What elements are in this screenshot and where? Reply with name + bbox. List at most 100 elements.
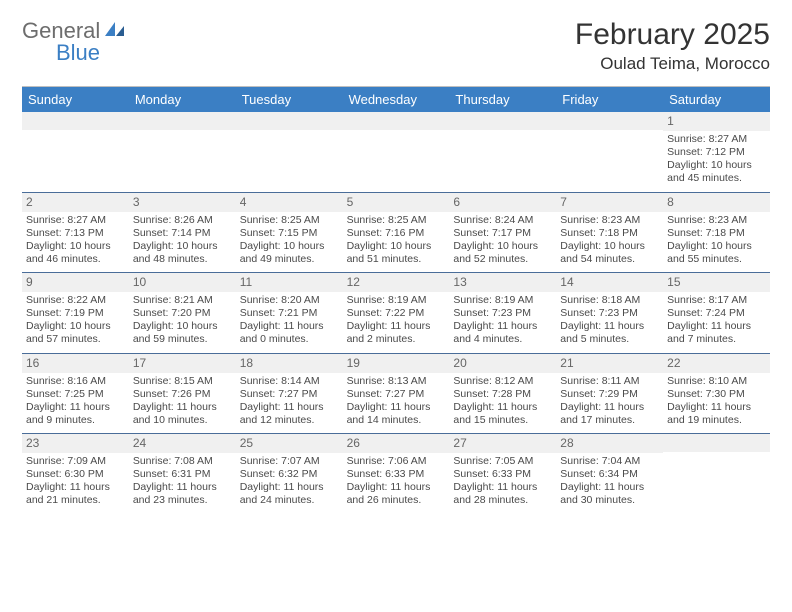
- day-number: 16: [22, 354, 129, 373]
- day-number: 23: [22, 434, 129, 453]
- sunrise-text: Sunrise: 8:19 AM: [347, 294, 446, 307]
- sunset-text: Sunset: 7:19 PM: [26, 307, 125, 320]
- calendar-day: 15Sunrise: 8:17 AMSunset: 7:24 PMDayligh…: [663, 273, 770, 353]
- daylight-text: Daylight: 11 hours and 14 minutes.: [347, 401, 446, 427]
- daylight-text: Daylight: 11 hours and 7 minutes.: [667, 320, 766, 346]
- calendar-day: 24 Sunrise: 7:08 AMSunset: 6:31 PMDayligh…: [129, 434, 236, 514]
- sunrise-text: Sunrise: 7:09 AM: [26, 455, 125, 468]
- calendar-day: 7Sunrise: 8:23 AMSunset: 7:18 PMDaylight…: [556, 193, 663, 273]
- daylight-text: Daylight: 11 hours and 30 minutes.: [560, 481, 659, 507]
- calendar-day: 14Sunrise: 8:18 AMSunset: 7:23 PMDayligh…: [556, 273, 663, 353]
- sunrise-text: Sunrise: 7:08 AM: [133, 455, 232, 468]
- sunrise-text: Sunrise: 7:07 AM: [240, 455, 339, 468]
- calendar-week: 9Sunrise: 8:22 AMSunset: 7:19 PMDaylight…: [22, 272, 770, 353]
- day-number: [22, 112, 129, 130]
- sunset-text: Sunset: 7:27 PM: [240, 388, 339, 401]
- calendar-day: 28 Sunrise: 7:04 AMSunset: 6:34 PMDayligh…: [556, 434, 663, 514]
- calendar-day: 23Sunrise: 7:09 AMSunset: 6:30 PMDayligh…: [22, 434, 129, 514]
- sunset-text: Sunset: 7:25 PM: [26, 388, 125, 401]
- sunrise-text: Sunrise: 8:25 AM: [240, 214, 339, 227]
- calendar-day: 1Sunrise: 8:27 AMSunset: 7:12 PMDaylight…: [663, 112, 770, 192]
- calendar-day: 2Sunrise: 8:27 AMSunset: 7:13 PMDaylight…: [22, 193, 129, 273]
- sunrise-text: Sunrise: 8:18 AM: [560, 294, 659, 307]
- title-block: February 2025 Oulad Teima, Morocco: [575, 18, 770, 74]
- day-number: 2: [22, 193, 129, 212]
- day-number: 24: [129, 434, 236, 453]
- sunrise-text: Sunrise: 8:19 AM: [453, 294, 552, 307]
- calendar-day: [663, 434, 770, 514]
- sunset-text: Sunset: 6:34 PM: [560, 468, 659, 481]
- day-number: 20: [449, 354, 556, 373]
- sunset-text: Sunset: 6:32 PM: [240, 468, 339, 481]
- calendar-day: 4Sunrise: 8:25 AMSunset: 7:15 PMDaylight…: [236, 193, 343, 273]
- day-number: 6: [449, 193, 556, 212]
- day-number: 11: [236, 273, 343, 292]
- day-number: 10: [129, 273, 236, 292]
- daylight-text: Daylight: 11 hours and 28 minutes.: [453, 481, 552, 507]
- day-number: 21: [556, 354, 663, 373]
- calendar-body: 1Sunrise: 8:27 AMSunset: 7:12 PMDaylight…: [22, 112, 770, 514]
- sunset-text: Sunset: 7:29 PM: [560, 388, 659, 401]
- logo-sail-icon: [104, 20, 126, 43]
- calendar-day: 26Sunrise: 7:06 AMSunset: 6:33 PMDayligh…: [343, 434, 450, 514]
- sunrise-text: Sunrise: 8:11 AM: [560, 375, 659, 388]
- sunset-text: Sunset: 6:30 PM: [26, 468, 125, 481]
- calendar-day: 17Sunrise: 8:15 AMSunset: 7:26 PMDayligh…: [129, 354, 236, 434]
- logo-text-blue: Blue: [56, 40, 100, 66]
- daylight-text: Daylight: 10 hours and 48 minutes.: [133, 240, 232, 266]
- daylight-text: Daylight: 10 hours and 59 minutes.: [133, 320, 232, 346]
- sunrise-text: Sunrise: 7:06 AM: [347, 455, 446, 468]
- sunrise-text: Sunrise: 8:21 AM: [133, 294, 232, 307]
- daylight-text: Daylight: 11 hours and 2 minutes.: [347, 320, 446, 346]
- sunrise-text: Sunrise: 8:12 AM: [453, 375, 552, 388]
- day-number: 27: [449, 434, 556, 453]
- calendar-day: [236, 112, 343, 192]
- sunset-text: Sunset: 7:20 PM: [133, 307, 232, 320]
- sunrise-text: Sunrise: 8:13 AM: [347, 375, 446, 388]
- location: Oulad Teima, Morocco: [575, 54, 770, 74]
- calendar-day: 6Sunrise: 8:24 AMSunset: 7:17 PMDaylight…: [449, 193, 556, 273]
- daylight-text: Daylight: 10 hours and 49 minutes.: [240, 240, 339, 266]
- calendar-week: 2Sunrise: 8:27 AMSunset: 7:13 PMDaylight…: [22, 192, 770, 273]
- calendar-day: [556, 112, 663, 192]
- daylight-text: Daylight: 10 hours and 45 minutes.: [667, 159, 766, 185]
- sunset-text: Sunset: 7:18 PM: [560, 227, 659, 240]
- calendar-day: 27Sunrise: 7:05 AMSunset: 6:33 PMDayligh…: [449, 434, 556, 514]
- day-number: 28: [556, 434, 663, 453]
- day-number: 1: [663, 112, 770, 131]
- calendar-day: 20Sunrise: 8:12 AMSunset: 7:28 PMDayligh…: [449, 354, 556, 434]
- header: General Blue February 2025 Oulad Teima, …: [22, 18, 770, 74]
- day-number: [556, 112, 663, 130]
- day-number: 8: [663, 193, 770, 212]
- header-monday: Monday: [129, 87, 236, 112]
- header-sunday: Sunday: [22, 87, 129, 112]
- day-number: 7: [556, 193, 663, 212]
- calendar-day: 9Sunrise: 8:22 AMSunset: 7:19 PMDaylight…: [22, 273, 129, 353]
- calendar-day: 22Sunrise: 8:10 AMSunset: 7:30 PMDayligh…: [663, 354, 770, 434]
- daylight-text: Daylight: 11 hours and 5 minutes.: [560, 320, 659, 346]
- sunrise-text: Sunrise: 8:27 AM: [667, 133, 766, 146]
- calendar-day: [343, 112, 450, 192]
- header-saturday: Saturday: [663, 87, 770, 112]
- calendar-day: [449, 112, 556, 192]
- day-number: 25: [236, 434, 343, 453]
- day-number: 13: [449, 273, 556, 292]
- daylight-text: Daylight: 11 hours and 23 minutes.: [133, 481, 232, 507]
- sunrise-text: Sunrise: 8:23 AM: [560, 214, 659, 227]
- calendar-day: 5Sunrise: 8:25 AMSunset: 7:16 PMDaylight…: [343, 193, 450, 273]
- calendar-day: 3Sunrise: 8:26 AMSunset: 7:14 PMDaylight…: [129, 193, 236, 273]
- daylight-text: Daylight: 11 hours and 17 minutes.: [560, 401, 659, 427]
- sunrise-text: Sunrise: 8:16 AM: [26, 375, 125, 388]
- day-number: 4: [236, 193, 343, 212]
- calendar-day: 25Sunrise: 7:07 AMSunset: 6:32 PMDayligh…: [236, 434, 343, 514]
- sunset-text: Sunset: 7:24 PM: [667, 307, 766, 320]
- day-number: 18: [236, 354, 343, 373]
- day-number: [663, 434, 770, 452]
- sunset-text: Sunset: 6:31 PM: [133, 468, 232, 481]
- sunset-text: Sunset: 7:17 PM: [453, 227, 552, 240]
- day-number: [343, 112, 450, 130]
- calendar-day: 13Sunrise: 8:19 AMSunset: 7:23 PMDayligh…: [449, 273, 556, 353]
- daylight-text: Daylight: 10 hours and 51 minutes.: [347, 240, 446, 266]
- sunrise-text: Sunrise: 7:04 AM: [560, 455, 659, 468]
- sunrise-text: Sunrise: 8:27 AM: [26, 214, 125, 227]
